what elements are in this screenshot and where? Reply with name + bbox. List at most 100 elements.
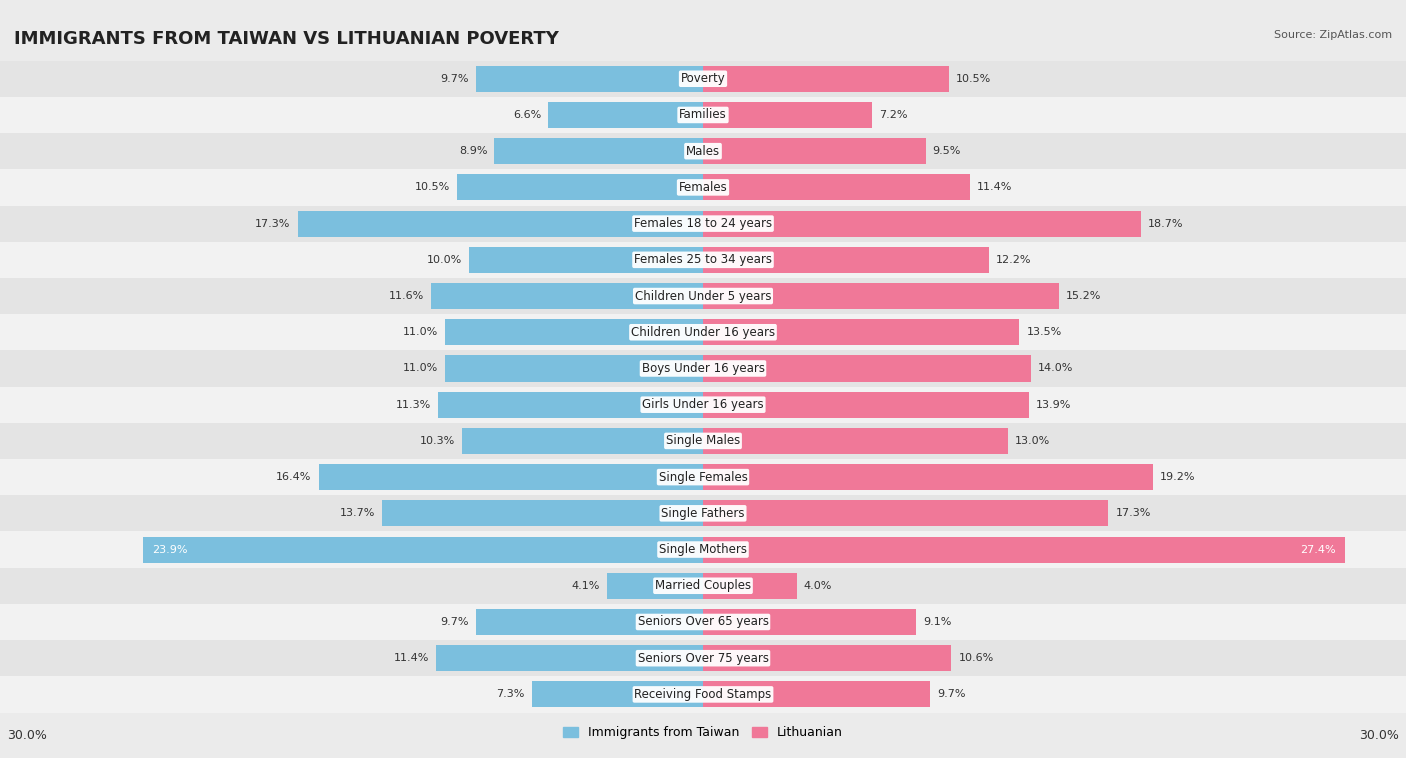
Text: 11.0%: 11.0% <box>404 364 439 374</box>
Bar <box>0 387 1406 423</box>
Text: 13.0%: 13.0% <box>1015 436 1050 446</box>
Bar <box>703 573 797 599</box>
Bar <box>457 174 703 200</box>
Text: 27.4%: 27.4% <box>1301 544 1336 555</box>
Text: 23.9%: 23.9% <box>152 544 188 555</box>
Text: Receiving Food Stamps: Receiving Food Stamps <box>634 688 772 701</box>
Bar <box>446 356 703 381</box>
Text: Seniors Over 65 years: Seniors Over 65 years <box>637 615 769 628</box>
Text: Married Couples: Married Couples <box>655 579 751 592</box>
Text: Source: ZipAtlas.com: Source: ZipAtlas.com <box>1274 30 1392 40</box>
Bar <box>0 97 1406 133</box>
Text: Males: Males <box>686 145 720 158</box>
Text: 6.6%: 6.6% <box>513 110 541 120</box>
Bar <box>143 537 703 562</box>
Text: 11.3%: 11.3% <box>396 399 432 409</box>
Text: 11.0%: 11.0% <box>404 327 439 337</box>
Text: Single Males: Single Males <box>666 434 740 447</box>
Text: 4.1%: 4.1% <box>571 581 600 590</box>
Bar <box>0 676 1406 713</box>
Text: 7.2%: 7.2% <box>879 110 907 120</box>
Bar <box>703 464 1153 490</box>
Bar <box>0 568 1406 604</box>
Bar <box>319 464 703 490</box>
Bar <box>0 640 1406 676</box>
Bar <box>0 314 1406 350</box>
Bar <box>703 319 1019 346</box>
Text: 7.3%: 7.3% <box>496 690 524 700</box>
Bar <box>0 459 1406 495</box>
Bar <box>703 428 1008 454</box>
Bar <box>703 211 1142 236</box>
Bar <box>0 495 1406 531</box>
Text: 9.7%: 9.7% <box>938 690 966 700</box>
Text: 11.6%: 11.6% <box>389 291 425 301</box>
Bar <box>432 283 703 309</box>
Text: Seniors Over 75 years: Seniors Over 75 years <box>637 652 769 665</box>
Bar <box>703 537 1346 562</box>
Text: 4.0%: 4.0% <box>804 581 832 590</box>
Text: Families: Families <box>679 108 727 121</box>
Bar <box>0 278 1406 314</box>
Bar <box>0 205 1406 242</box>
Text: 18.7%: 18.7% <box>1149 218 1184 229</box>
Bar <box>0 423 1406 459</box>
Text: 10.5%: 10.5% <box>956 74 991 83</box>
Text: 11.4%: 11.4% <box>394 653 429 663</box>
Text: 14.0%: 14.0% <box>1038 364 1073 374</box>
Text: 19.2%: 19.2% <box>1160 472 1195 482</box>
Bar <box>703 645 952 672</box>
Bar <box>382 500 703 526</box>
Text: Poverty: Poverty <box>681 72 725 85</box>
Bar <box>548 102 703 128</box>
Text: 16.4%: 16.4% <box>277 472 312 482</box>
Bar <box>703 500 1108 526</box>
Bar <box>607 573 703 599</box>
Bar <box>703 681 931 707</box>
Bar <box>703 609 917 635</box>
Bar <box>703 356 1031 381</box>
Bar <box>475 66 703 92</box>
Bar <box>446 319 703 346</box>
Bar <box>0 169 1406 205</box>
Bar <box>495 138 703 164</box>
Text: 17.3%: 17.3% <box>256 218 291 229</box>
Bar <box>0 604 1406 640</box>
Bar <box>0 350 1406 387</box>
Text: 13.9%: 13.9% <box>1036 399 1071 409</box>
Text: IMMIGRANTS FROM TAIWAN VS LITHUANIAN POVERTY: IMMIGRANTS FROM TAIWAN VS LITHUANIAN POV… <box>14 30 560 49</box>
Text: 9.5%: 9.5% <box>932 146 962 156</box>
Text: 30.0%: 30.0% <box>1360 728 1399 742</box>
Bar <box>0 531 1406 568</box>
Bar <box>531 681 703 707</box>
Text: 10.6%: 10.6% <box>959 653 994 663</box>
Bar <box>703 247 988 273</box>
Bar <box>703 102 872 128</box>
Text: 30.0%: 30.0% <box>7 728 46 742</box>
Text: 9.7%: 9.7% <box>440 617 468 627</box>
Text: 11.4%: 11.4% <box>977 183 1012 193</box>
Text: Children Under 5 years: Children Under 5 years <box>634 290 772 302</box>
Text: 8.9%: 8.9% <box>458 146 488 156</box>
Text: Females 18 to 24 years: Females 18 to 24 years <box>634 217 772 230</box>
Bar <box>0 61 1406 97</box>
Bar <box>703 138 925 164</box>
Bar <box>703 392 1029 418</box>
Bar <box>436 645 703 672</box>
Text: Females: Females <box>679 181 727 194</box>
Text: 13.7%: 13.7% <box>340 509 375 518</box>
Bar <box>461 428 703 454</box>
Text: Boys Under 16 years: Boys Under 16 years <box>641 362 765 375</box>
Bar <box>475 609 703 635</box>
Bar <box>298 211 703 236</box>
Bar <box>703 174 970 200</box>
Legend: Immigrants from Taiwan, Lithuanian: Immigrants from Taiwan, Lithuanian <box>558 721 848 744</box>
Text: Single Fathers: Single Fathers <box>661 507 745 520</box>
Text: 9.1%: 9.1% <box>924 617 952 627</box>
Text: 13.5%: 13.5% <box>1026 327 1062 337</box>
Text: 12.2%: 12.2% <box>995 255 1032 265</box>
Text: 15.2%: 15.2% <box>1066 291 1101 301</box>
Text: 10.0%: 10.0% <box>426 255 461 265</box>
Text: Girls Under 16 years: Girls Under 16 years <box>643 398 763 411</box>
Bar <box>0 133 1406 169</box>
